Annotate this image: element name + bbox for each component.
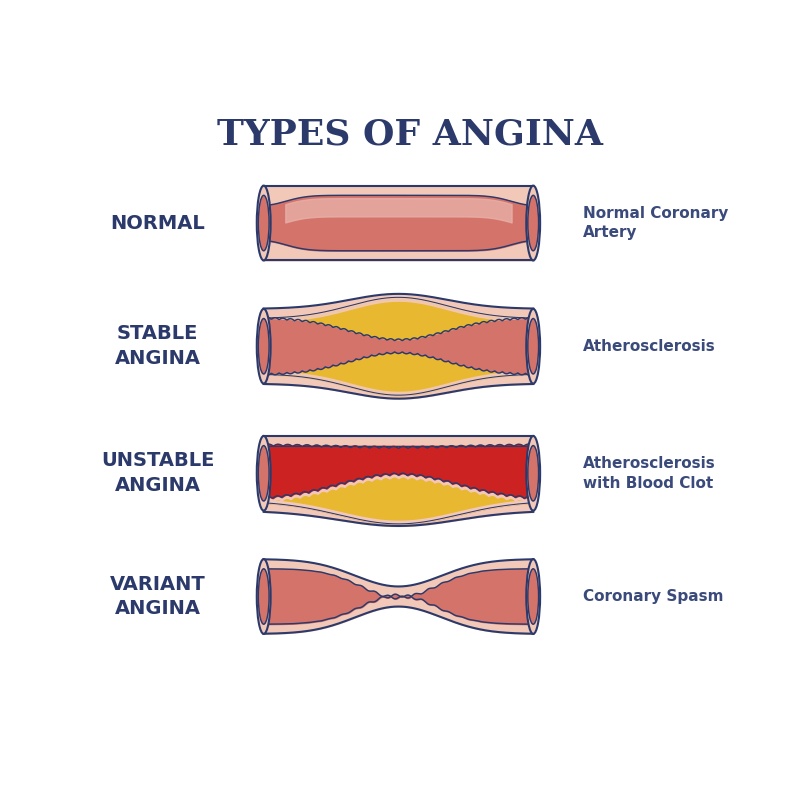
Ellipse shape <box>257 309 270 384</box>
Ellipse shape <box>528 446 538 501</box>
Text: STABLE: STABLE <box>117 325 198 343</box>
Ellipse shape <box>257 559 270 634</box>
Text: ANGINA: ANGINA <box>114 476 201 495</box>
Ellipse shape <box>258 569 269 624</box>
Text: NORMAL: NORMAL <box>110 214 205 233</box>
Ellipse shape <box>257 436 270 510</box>
Ellipse shape <box>258 318 269 374</box>
Ellipse shape <box>526 186 540 261</box>
Ellipse shape <box>258 195 269 250</box>
Text: ANGINA: ANGINA <box>114 599 201 618</box>
Ellipse shape <box>526 309 540 384</box>
Text: Atherosclerosis: Atherosclerosis <box>583 338 716 354</box>
Ellipse shape <box>258 446 269 501</box>
Text: Coronary Spasm: Coronary Spasm <box>583 589 724 604</box>
Text: UNSTABLE: UNSTABLE <box>101 451 214 470</box>
Ellipse shape <box>528 569 538 624</box>
Text: Atherosclerosis
with Blood Clot: Atherosclerosis with Blood Clot <box>583 456 716 490</box>
Text: ANGINA: ANGINA <box>114 349 201 368</box>
Ellipse shape <box>528 318 538 374</box>
Ellipse shape <box>526 559 540 634</box>
Text: VARIANT: VARIANT <box>110 574 206 594</box>
Text: TYPES OF ANGINA: TYPES OF ANGINA <box>217 118 603 151</box>
Ellipse shape <box>528 195 538 250</box>
Ellipse shape <box>526 436 540 510</box>
Text: Normal Coronary
Artery: Normal Coronary Artery <box>583 206 729 241</box>
Ellipse shape <box>257 186 270 261</box>
